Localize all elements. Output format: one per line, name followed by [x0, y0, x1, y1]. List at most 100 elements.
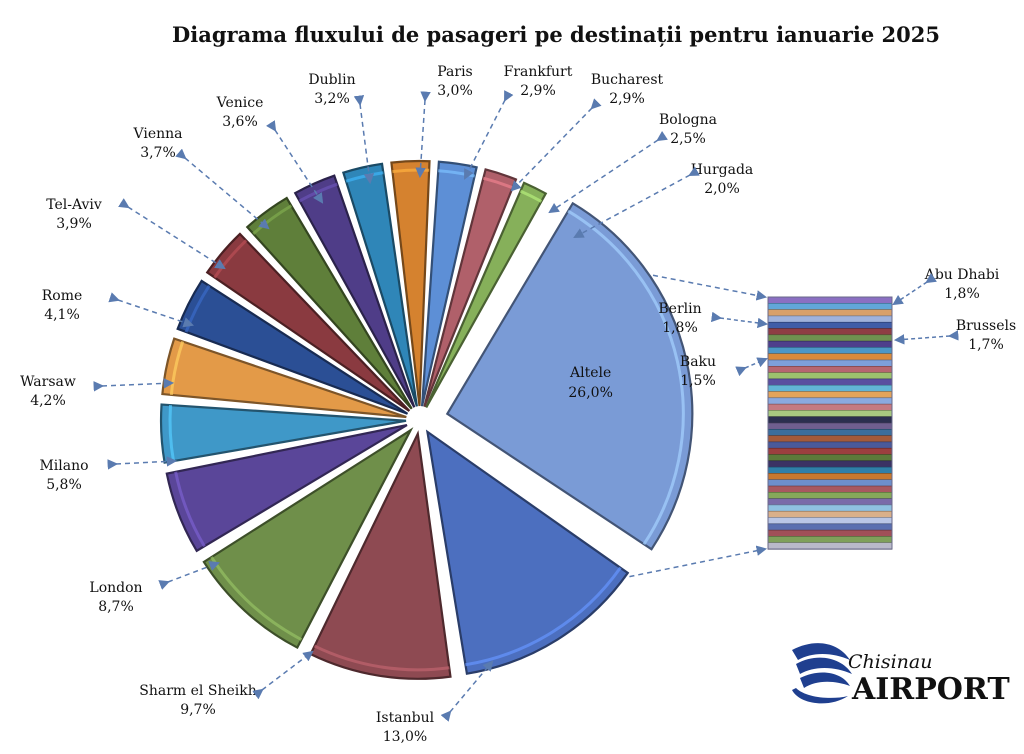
pie-slice-rim-altele [567, 209, 685, 546]
breakdown-band [767, 416, 893, 424]
slice-value-bucharest: 2,9% [609, 91, 645, 107]
pie-slice-rim-vienna [213, 239, 248, 279]
slice-value-milano: 5,8% [46, 477, 82, 493]
pie-slice-rim-sharm-el-sheikh [313, 644, 450, 672]
slice-label-bucharest: Bucharest [591, 72, 664, 88]
breakdown-band [767, 384, 893, 393]
breakdown-band [767, 365, 893, 374]
breakdown-band [767, 441, 893, 449]
leader-line-rome [108, 292, 194, 328]
slice-value-tel-aviv: 3,9% [56, 216, 92, 232]
breakdown-band [767, 510, 893, 519]
breakdown-band [767, 473, 893, 481]
slice-value-bologna: 2,5% [670, 131, 706, 147]
slice-value-dublin: 3,2% [314, 91, 350, 107]
breakdown-band [767, 347, 893, 355]
pie-slice-rim-venice [252, 204, 293, 235]
slice-label-tel-aviv: Tel-Aviv [46, 197, 102, 213]
breakdown-band [767, 517, 893, 525]
slice-label-warsaw: Warsaw [20, 374, 76, 390]
breakdown-band [767, 397, 893, 405]
slice-value-istanbul: 13,0% [383, 729, 427, 745]
breakdown-band [767, 504, 893, 512]
breakdown-band [767, 454, 893, 462]
breakdown-band [767, 542, 893, 550]
breakdown-label-baku: Baku [680, 354, 716, 370]
leader-line-frankfurt [464, 90, 514, 180]
breakdown-band [767, 435, 893, 443]
slice-value-rome: 4,1% [44, 307, 80, 323]
leader-line-hurgada [573, 166, 700, 238]
slice-value-frankfurt: 2,9% [520, 83, 556, 99]
pie-slice-rim-istanbul [465, 566, 622, 667]
breakdown-band [767, 391, 893, 399]
slice-label-rome: Rome [42, 288, 83, 304]
breakdown-value-baku: 1,5% [680, 373, 716, 389]
breakdown-band [767, 296, 893, 304]
breakdown-band [767, 359, 893, 367]
leader-line-tel-aviv [118, 198, 226, 270]
breakdown-leader-brussels [893, 330, 959, 345]
slice-label-paris: Paris [437, 64, 473, 80]
pie-slice-milano [165, 423, 408, 553]
slice-value-warsaw: 4,2% [30, 393, 66, 409]
leader-line-sharm-el-sheikh [252, 650, 314, 700]
slice-label-vienna: Vienna [132, 126, 182, 142]
breakdown-band [767, 485, 893, 493]
slice-value-london: 8,7% [98, 599, 134, 615]
leader-line-istanbul [440, 660, 494, 722]
breakdown-bar [767, 296, 893, 550]
pie-slice-rim-rome [169, 341, 185, 396]
breakdown-band [767, 334, 893, 342]
leader-line-milano [107, 456, 178, 470]
breakdown-band [767, 403, 893, 412]
breakdown-band [767, 309, 893, 317]
breakdown-bar-frame [767, 296, 893, 550]
breakdown-band [767, 410, 893, 418]
breakdown-band [767, 353, 893, 361]
breakdown-band [767, 460, 893, 468]
breakdown-band [767, 479, 893, 487]
slice-value-hurgada: 2,0% [704, 181, 740, 197]
breakdown-label-berlin: Berlin [658, 301, 701, 317]
breakdown-band [767, 372, 893, 380]
breakdown-leader-abu-dhabi [892, 272, 937, 306]
slice-value-paris: 3,0% [437, 83, 473, 99]
slice-label-sharm-el-sheikh: Sharm el Sheikh [139, 683, 256, 699]
breakdown-band [767, 498, 893, 506]
slice-label-milano: Milano [39, 458, 88, 474]
slice-label-venice: Venice [216, 95, 264, 111]
pie-slice-rome [161, 337, 407, 419]
breakdown-band [767, 536, 893, 544]
breakdown-band [767, 315, 893, 323]
slice-label-istanbul: Istanbul [376, 710, 435, 726]
slice-value-sharm-el-sheikh: 9,7% [180, 702, 216, 718]
breakdown-band [767, 466, 893, 475]
leader-line-vienna [175, 148, 270, 230]
breakdown-leader-baku [735, 357, 768, 377]
chart-title: Diagrama fluxului de pasageri pe destina… [172, 22, 940, 47]
breakdown-value-berlin: 1,8% [662, 320, 698, 336]
pie-chart [159, 159, 694, 680]
leader-line-bucharest [510, 98, 602, 192]
slice-value-altele: 26,0% [568, 385, 612, 401]
airport-bird-emblem [792, 643, 852, 704]
breakdown-band [767, 428, 893, 437]
breakdown-band [767, 447, 893, 456]
slice-value-venice: 3,6% [222, 114, 258, 130]
logo-line2: AIRPORT [851, 672, 1010, 707]
leader-line-dublin [353, 95, 375, 185]
breakdown-band [767, 378, 893, 386]
breakdown-value-abu-dhabi: 1,8% [944, 286, 980, 302]
slice-label-bologna: Bologna [659, 112, 717, 128]
breakdown-band [767, 340, 893, 349]
breakdown-band [767, 523, 893, 531]
pie-slice-rim-milano [174, 471, 206, 547]
leader-line-paris [415, 91, 431, 179]
breakdown-labels: Abu Dhabi 1,8% Berlin 1,8% Brussels 1,7% Baku 1… [658, 267, 1016, 389]
slice-label-london: London [89, 580, 142, 596]
slice-value-vienna: 3,7% [140, 145, 176, 161]
breakdown-leader-berlin [710, 311, 769, 329]
breakdown-label-brussels: Brussels [956, 318, 1016, 334]
